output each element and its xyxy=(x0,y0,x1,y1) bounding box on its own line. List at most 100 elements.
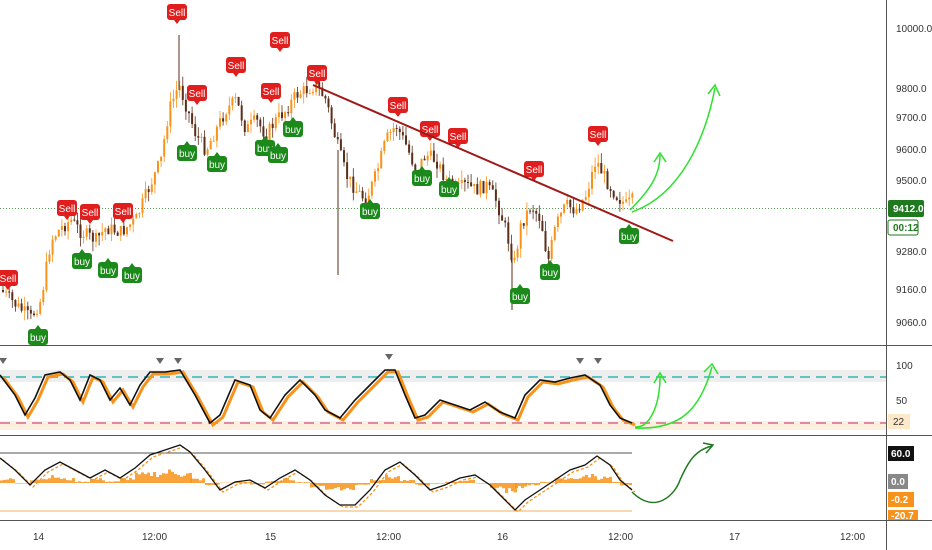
candle-body xyxy=(432,150,435,162)
candle-body xyxy=(262,126,265,137)
candle-body xyxy=(197,136,200,138)
osc-histogram-bar xyxy=(126,480,129,483)
candle-body xyxy=(284,112,287,119)
candle-body xyxy=(383,140,386,152)
osc-histogram-bar xyxy=(518,483,521,487)
osc-histogram-bar xyxy=(552,482,555,483)
osc-top-badge xyxy=(888,446,914,461)
current-price-badge xyxy=(888,200,924,217)
stoch-cross-marker xyxy=(0,358,7,364)
candle-body xyxy=(191,113,194,125)
candle-body xyxy=(64,226,66,232)
osc-histogram-bar xyxy=(382,479,385,483)
osc-histogram-bar xyxy=(337,483,340,488)
osc-histogram-bar xyxy=(325,483,328,490)
osc-histogram-bar xyxy=(364,483,367,485)
stoch-current-badge xyxy=(888,414,910,429)
candle-body xyxy=(67,222,70,232)
time-tick-label: 12:00 xyxy=(840,532,865,543)
osc-histogram-bar xyxy=(105,481,108,483)
candle-body xyxy=(281,112,283,119)
candle-body xyxy=(336,137,339,140)
oscillator-axis[interactable]: 60.0 0.0 -0.2 -20.7 xyxy=(888,446,918,522)
time-axis[interactable]: 14 12:00 15 12:00 16 12:00 17 12:00 xyxy=(33,532,865,543)
osc-histogram-bar xyxy=(567,478,570,483)
candle-body xyxy=(250,119,252,125)
stoch-forecast-arrow xyxy=(634,375,661,428)
osc-histogram-bar xyxy=(603,476,606,483)
candle-body xyxy=(349,176,352,180)
osc-histogram-bar xyxy=(18,483,21,484)
osc-histogram-bar xyxy=(159,474,162,483)
candle-body xyxy=(45,261,48,291)
oscillator-panel[interactable] xyxy=(0,442,715,513)
buy-label: buy xyxy=(542,268,558,279)
candle-body xyxy=(612,190,615,198)
candle-body xyxy=(591,171,593,189)
stoch-cross-marker xyxy=(576,358,584,364)
candle-body xyxy=(39,302,42,314)
sell-label: Sell xyxy=(309,69,326,80)
candle-body xyxy=(370,181,373,196)
price-tick-label: 10000.0 xyxy=(896,24,932,35)
candle-body xyxy=(529,210,531,212)
sell-label: Sell xyxy=(590,130,607,141)
candle-body xyxy=(98,233,101,236)
candle-body xyxy=(8,291,11,293)
osc-histogram-bar xyxy=(415,483,418,485)
buy-marker xyxy=(412,170,432,186)
candle-body xyxy=(110,224,113,235)
candle-body xyxy=(147,189,150,193)
osc-histogram-bar xyxy=(376,480,379,483)
candle-body xyxy=(60,226,63,230)
candle-body xyxy=(215,126,218,141)
candle-body xyxy=(547,251,550,259)
buy-marker xyxy=(98,262,118,278)
candle-body xyxy=(206,149,209,155)
osc-histogram-bar xyxy=(397,476,400,483)
osc-histogram-bar xyxy=(289,480,292,483)
osc-histogram-bar xyxy=(268,481,271,483)
candle-body xyxy=(494,189,497,201)
time-tick-label: 14 xyxy=(33,532,45,543)
buy-label: buy xyxy=(512,292,528,303)
candle-body xyxy=(420,158,423,170)
osc-signal-line xyxy=(2,446,636,513)
sell-label: Sell xyxy=(263,87,280,98)
buy-marker-pointer xyxy=(290,117,296,121)
osc-histogram-bar xyxy=(340,483,343,491)
osc-histogram-bar xyxy=(102,480,105,483)
sell-marker-pointer xyxy=(395,113,401,117)
osc-histogram-bar xyxy=(250,483,253,485)
osc-histogram-bar xyxy=(555,478,558,483)
osc-histogram-bar xyxy=(463,481,466,483)
candle-body xyxy=(522,223,525,226)
sell-marker xyxy=(270,32,290,48)
osc-histogram-bar xyxy=(355,483,358,486)
osc-bottom-value: -20.7 xyxy=(891,511,914,522)
buy-marker-pointer xyxy=(419,166,425,170)
osc-histogram-bar xyxy=(78,481,81,483)
osc-histogram-bar xyxy=(33,480,36,483)
candle-body xyxy=(150,184,153,193)
osc-histogram-bar xyxy=(247,482,250,483)
time-tick-label: 16 xyxy=(497,532,509,543)
candle-body xyxy=(330,107,333,124)
sell-marker-pointer xyxy=(455,144,461,148)
stochastic-axis[interactable]: 100 50 22 xyxy=(888,361,913,429)
price-axis[interactable]: 10000.0 9800.0 9700.0 9600.0 9500.0 9280… xyxy=(887,24,932,329)
buy-marker-pointer xyxy=(105,258,111,262)
buy-marker xyxy=(619,228,639,244)
candle-body xyxy=(587,188,590,198)
osc-histogram-bar xyxy=(57,477,60,483)
candle-body xyxy=(157,161,159,173)
candle-body xyxy=(225,114,228,122)
candle-body xyxy=(445,179,448,181)
sell-marker xyxy=(167,4,187,20)
stochastic-panel[interactable] xyxy=(0,354,886,430)
stoch-oversold-band xyxy=(0,421,886,430)
candle-body xyxy=(181,85,184,100)
candle-body xyxy=(516,248,519,258)
price-panel[interactable] xyxy=(2,35,634,321)
